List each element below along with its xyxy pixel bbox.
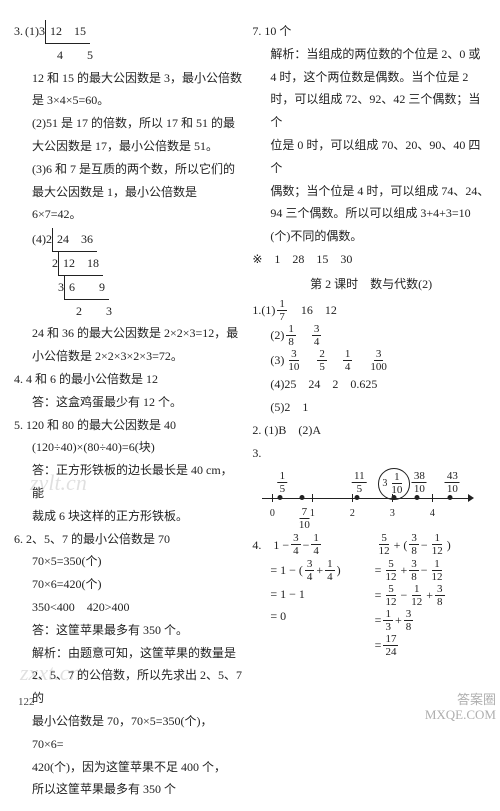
point-icon [415,495,420,500]
corner-watermark: 答案圈 MXQE.COM [425,693,496,722]
q1: 1. (1) 17 16 12 (2) 18 34 (3) 310 25 14 … [252,298,490,419]
text: 时，可以组成 72、92、42 三个偶数；当个 [252,88,490,134]
text: 最大公因数是 1，最小公倍数是 6×7=42。 [14,181,242,227]
text: 大公因数是 17，最小公倍数是 51。 [14,135,242,158]
q4-right: 4. 1 − 34 − 14 = 1 − ( 34 + 14 ) = 1 − 1… [252,532,490,658]
q3-label: 3. [14,20,23,43]
text: 裁成 6 块这样的正方形铁板。 [14,505,242,528]
eq-right: 512 + ( 38 − 112 ) = 512 + 38 − 112 [375,532,451,658]
q3-1-division: 12 15 4 5 [45,20,93,67]
text: (3)6 和 7 是互质的两个数，所以它们的 [14,158,242,181]
text: 偶数；当个位是 4 时，可以组成 74、24、 [252,180,490,203]
text: (4)25 24 2 0.625 [252,373,490,396]
number-line: 0123415115381043103110710 [262,468,490,528]
text: 420(个)，因为这筐苹果不足 400 个， [14,756,242,779]
left-column: 3. (1)3 12 15 4 5 12 和 15 的最大公因数是 3，最小公倍… [14,20,242,801]
q5: 5. 120 和 80 的最大公因数是 40 [14,414,242,437]
page-number: 122 [18,696,35,708]
section-title: 第 2 课时 数与代数(2) [252,273,490,296]
text: 94 三个偶数。所以可以组成 3+4+3=10 [252,202,490,225]
fraction: 4310 [445,470,460,495]
q3-4-division: (4)2 24 36 2 12 18 3 6 9 2 3 [14,228,242,322]
fraction: 710 [297,506,312,531]
text: 小公倍数是 2×2×3×2×3=72。 [14,345,242,368]
text: (5)2 1 [252,396,490,419]
point-icon [392,495,397,500]
text: (个)不同的偶数。 [252,225,490,248]
q4: 4. 4 和 6 的最小公倍数是 12 [14,368,242,391]
fraction: 18 [286,323,296,348]
fraction: 310 [286,348,301,373]
text: 解析：由题意可知，这筐苹果的数量是 [14,642,242,665]
text: 2、5、7 的公倍数，所以先求出 2、5、7 的 [14,664,242,710]
q7: 7. 10 个 [252,20,490,43]
text: 答：这筐苹果最多有 350 个。 [14,619,242,642]
fraction: 115 [352,470,367,495]
text: 70×5=350(个) [14,550,242,573]
nl-arrow-icon [468,494,474,502]
q3-1-prefix: (1)3 [25,20,45,43]
q4-ans: 答：这盒鸡蛋最少有 12 个。 [14,391,242,414]
fraction: 17 [277,298,287,323]
text: (2)51 是 17 的倍数，所以 17 和 51 的最 [14,112,242,135]
text: 12 和 15 的最大公因数是 3，最小公倍数 [14,67,242,90]
point-icon [278,495,283,500]
fraction: 3810 [412,470,427,495]
fraction: 3100 [368,348,389,373]
fraction: 34 [312,323,322,348]
eq-left: 4. 1 − 34 − 14 = 1 − ( 34 + 14 ) = 1 − 1… [252,532,340,628]
text: 70×6=420(个) [14,573,242,596]
q2: 2. (1)B (2)A [252,419,490,442]
text: 所以这筐苹果最多有 350 个 [14,778,242,801]
point-icon [448,495,453,500]
text: 解析：当组成的两位数的个位是 2、0 或 [252,43,490,66]
q3-right: 3. [252,442,490,465]
q1-3: (3) 310 25 14 3100 [252,348,490,373]
q6: 6. 2、5、7 的最小公倍数是 70 [14,528,242,551]
nl-axis [262,498,472,499]
q3: 3. (1)3 12 15 4 5 12 和 15 的最大公因数是 3，最小公倍… [14,20,242,368]
text: (120÷40)×(80÷40)=6(块) [14,436,242,459]
fraction: 14 [343,348,353,373]
text: 4 时，这个两位数是偶数。当个位是 2 [252,66,490,89]
text: 答：正方形铁板的边长最长是 40 cm，能 [14,459,242,505]
point-icon [300,495,305,500]
point-icon [355,495,360,500]
fraction: 15 [278,470,288,495]
text: 位是 0 时，可以组成 70、20、90、40 四个 [252,134,490,180]
text: 是 3×4×5=60。 [14,89,242,112]
ext: ※ 1 28 15 30 [252,248,490,271]
text: 350<400 420>400 [14,596,242,619]
text: 24 和 36 的最大公因数是 2×2×3=12，最 [14,322,242,345]
text: 最小公倍数是 70，70×5=350(个)，70×6= [14,710,242,756]
fraction: 25 [317,348,327,373]
right-column: 7. 10 个 解析：当组成的两位数的个位是 2、0 或 4 时，这个两位数是偶… [252,20,490,801]
